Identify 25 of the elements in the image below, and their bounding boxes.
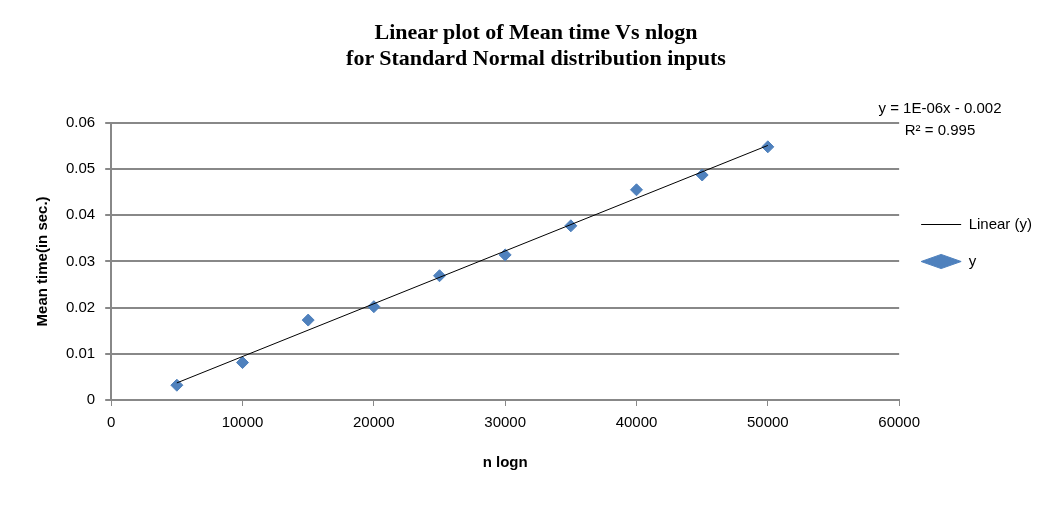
x-tick-label: 60000 — [878, 413, 920, 431]
x-tick-label: 30000 — [484, 413, 527, 431]
y-tick-label: 0.05 — [65, 159, 96, 177]
point — [170, 378, 184, 392]
x-tick-label: 10000 — [221, 413, 264, 431]
x-tick-label: 20000 — [352, 413, 395, 431]
y-tick-label: 0 — [86, 390, 96, 408]
y-tick-label: 0.01 — [65, 343, 96, 361]
point — [236, 356, 250, 370]
text: y = 1E-06x - 0.002 — [878, 99, 1002, 116]
x-axis-title: n logn — [482, 453, 528, 471]
y-tick-label: 0.04 — [65, 205, 96, 223]
y-axis-title: Mean time(in sec.) — [33, 196, 51, 327]
y-tick-label: 0.06 — [65, 112, 96, 130]
x-tick-label: 40000 — [615, 413, 658, 431]
point — [301, 313, 315, 327]
y-tick-label: 0.03 — [65, 251, 96, 269]
x-tick-label: 0 — [107, 413, 116, 431]
chart-title: Linear plot of Mean time Vs nlogn for Standard Normal distribution inputs — [346, 18, 727, 71]
legend-label: Linear (y) — [968, 214, 1032, 232]
x-tick-label: 50000 — [746, 413, 789, 431]
point — [630, 183, 643, 197]
y-tick-label: 0.02 — [65, 297, 96, 315]
legend-label: y — [968, 251, 977, 269]
text: R² = 0.995 — [904, 121, 976, 138]
